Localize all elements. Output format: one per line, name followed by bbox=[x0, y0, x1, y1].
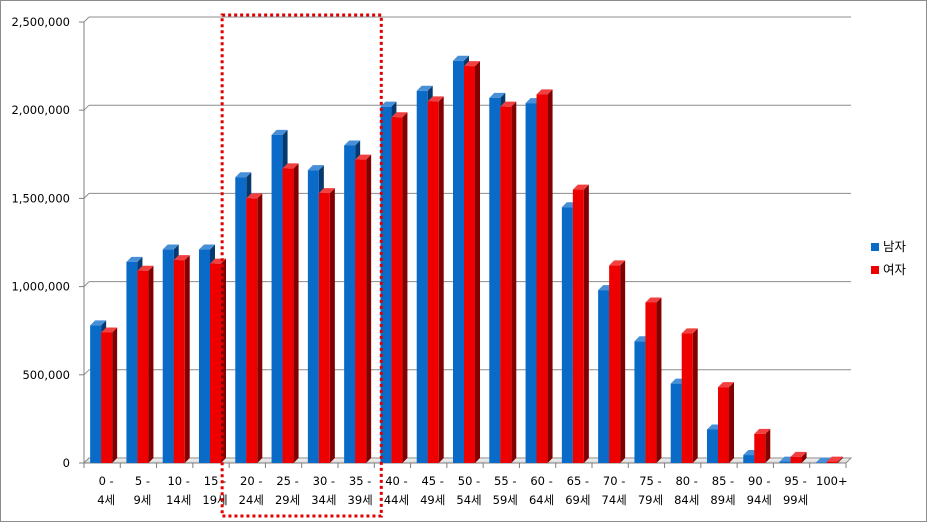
bars bbox=[90, 55, 843, 464]
bar-female bbox=[464, 61, 480, 463]
x-tick-label: 65 -69세 bbox=[565, 474, 590, 507]
gridline-side bbox=[83, 281, 90, 287]
x-axis-tick-labels: 0 -4세 5 -9세 10 -14세 15 -19세 20 -24세 25 -29세 30… bbox=[97, 474, 847, 507]
x-tick-label: 30 -34세 bbox=[311, 474, 336, 507]
highlight-box-layer bbox=[220, 13, 383, 518]
x-tick-label: 70 -74세 bbox=[602, 474, 627, 507]
gridline-side bbox=[83, 193, 90, 199]
x-tick-label: 60 -64세 bbox=[529, 474, 554, 507]
x-tick-label: 55 -59세 bbox=[493, 474, 518, 507]
y-tick-label: 500,000 bbox=[22, 368, 70, 382]
gridline-side bbox=[83, 104, 90, 111]
x-tick-label: 45 -49세 bbox=[420, 474, 445, 507]
x-tick-label: 100+ bbox=[816, 474, 848, 488]
gridline-side bbox=[83, 16, 90, 23]
x-tick-label: 40 -44세 bbox=[384, 474, 409, 507]
bar-female bbox=[246, 193, 263, 463]
gridline-side bbox=[83, 369, 90, 376]
x-tick-label: 95 -99세 bbox=[783, 474, 808, 507]
bar-female bbox=[609, 260, 626, 463]
x-tick-label: 20 -24세 bbox=[239, 474, 264, 507]
x-tick-label: 90 -94세 bbox=[747, 474, 772, 507]
x-tick-label: 0 -4세 bbox=[97, 474, 115, 507]
bar-female bbox=[681, 328, 698, 463]
x-tick-label: 5 -9세 bbox=[133, 474, 151, 507]
x-tick-label: 35 -39세 bbox=[348, 474, 373, 507]
bar-female bbox=[355, 154, 372, 464]
x-tick-label: 10 -14세 bbox=[166, 474, 191, 507]
bar-female bbox=[137, 265, 154, 463]
x-tick-label: 15 -19세 bbox=[202, 474, 227, 507]
x-tick-label: 75 -79세 bbox=[638, 474, 663, 507]
y-tick-label: 1,000,000 bbox=[11, 280, 70, 294]
x-tick-label: 50 -54세 bbox=[456, 474, 481, 507]
y-tick-label: 2,500,000 bbox=[11, 15, 70, 29]
legend-item: 남자 bbox=[871, 239, 907, 254]
legend-label: 남자 bbox=[883, 239, 907, 254]
bar-female bbox=[173, 255, 190, 463]
x-tick-label: 85 -89세 bbox=[710, 474, 735, 507]
bar-female bbox=[282, 163, 299, 464]
bar-female bbox=[427, 96, 444, 463]
bar-female bbox=[318, 188, 335, 463]
bar-female bbox=[500, 101, 517, 463]
legend-item: 여자 bbox=[871, 262, 907, 277]
highlight-box bbox=[220, 13, 383, 518]
y-tick-label: 0 bbox=[63, 456, 70, 470]
legend-label: 여자 bbox=[883, 262, 907, 277]
bar-female bbox=[790, 451, 807, 463]
x-tick-label: 80 -84세 bbox=[674, 474, 699, 507]
y-axis-tick-labels: 0 500,000 1,000,000 1,500,000 2,000,000 2,500… bbox=[11, 15, 84, 470]
y-tick-label: 1,500,000 bbox=[11, 191, 70, 205]
bar-female bbox=[718, 382, 734, 463]
bar-female bbox=[754, 428, 771, 463]
bar-female bbox=[536, 89, 553, 463]
legend-swatch bbox=[871, 243, 879, 251]
x-tick-label: 25 -29세 bbox=[275, 474, 300, 507]
bar-female bbox=[826, 456, 843, 463]
bar-female bbox=[572, 184, 589, 463]
legend-swatch bbox=[871, 266, 879, 274]
y-tick-label: 2,000,000 bbox=[11, 103, 70, 117]
bar-female bbox=[391, 112, 408, 464]
bar-female bbox=[645, 297, 662, 463]
bar-female bbox=[101, 327, 118, 463]
